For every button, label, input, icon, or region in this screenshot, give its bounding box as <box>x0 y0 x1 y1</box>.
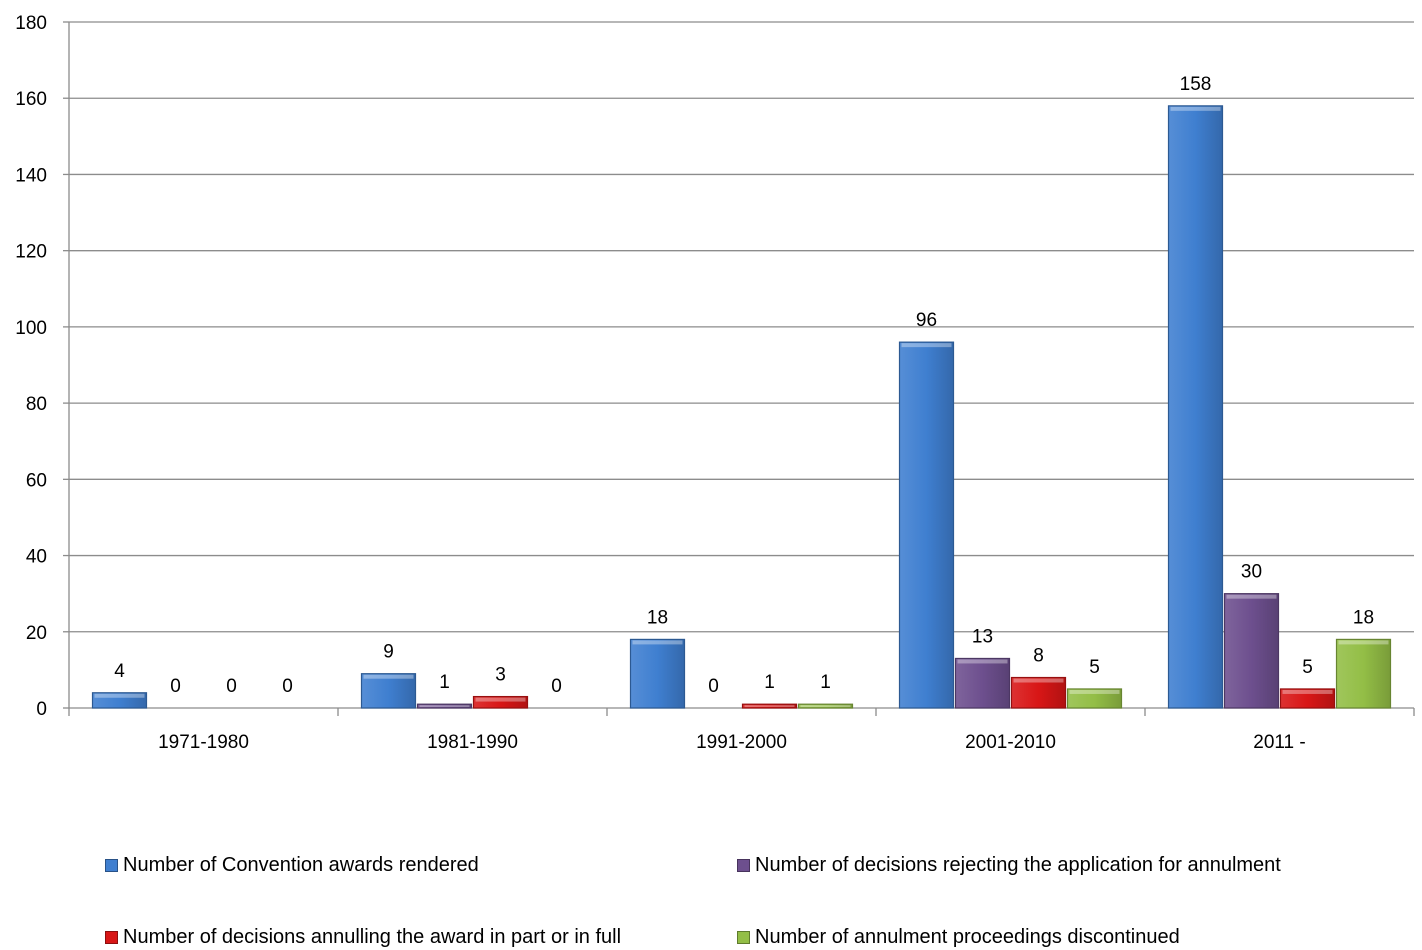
data-label: 18 <box>1353 607 1374 628</box>
bar-bevel <box>1282 689 1333 694</box>
bar-series2-cat2 <box>741 703 798 709</box>
data-label: 1 <box>764 672 775 693</box>
bar-bevel <box>901 343 952 348</box>
data-label: 1 <box>820 672 831 693</box>
data-label: 4 <box>114 661 125 682</box>
data-label: 0 <box>226 676 237 697</box>
bar-series2-cat3 <box>1010 676 1067 709</box>
data-label: 13 <box>972 626 993 647</box>
data-label: 1 <box>439 672 450 693</box>
bar-bevel <box>94 693 145 698</box>
data-label: 30 <box>1241 562 1262 583</box>
bar-series0-cat0 <box>91 692 148 709</box>
data-label: 3 <box>495 665 506 686</box>
data-label: 0 <box>551 676 562 697</box>
y-tick-label: 100 <box>15 318 47 339</box>
data-label: 5 <box>1089 657 1100 678</box>
bar-series2-cat4 <box>1279 688 1336 709</box>
bar-series3-cat2 <box>797 703 854 709</box>
bar-bevel <box>363 674 414 679</box>
bar-series1-cat1 <box>416 703 473 709</box>
bar-series0-cat1 <box>360 673 417 709</box>
bar-bevel <box>1013 678 1064 683</box>
data-label: 0 <box>170 676 181 697</box>
y-tick-label: 60 <box>26 470 47 491</box>
y-tick-label: 80 <box>26 394 47 415</box>
bars <box>91 105 1392 709</box>
data-label: 18 <box>647 607 668 628</box>
bar-bevel <box>475 697 526 702</box>
x-tick-label: 1981-1990 <box>427 732 518 753</box>
bar-series0-cat3 <box>898 341 955 709</box>
data-label: 158 <box>1180 74 1212 95</box>
data-label: 0 <box>282 676 293 697</box>
data-label: 5 <box>1302 657 1313 678</box>
y-tick-label: 0 <box>36 699 47 720</box>
bar-bevel <box>744 705 795 707</box>
bar-series1-cat4 <box>1223 593 1280 709</box>
y-tick-label: 160 <box>15 89 47 110</box>
bar-bevel <box>957 659 1008 664</box>
x-tick-label: 2011 - <box>1253 732 1305 753</box>
y-tick-label: 20 <box>26 623 47 644</box>
bar-bevel <box>1170 106 1221 111</box>
bar-series0-cat2 <box>629 638 686 709</box>
bar-series1-cat3 <box>954 657 1011 709</box>
y-tick-label: 120 <box>15 242 47 263</box>
y-tick-label: 140 <box>15 165 47 186</box>
bar-series0-cat4 <box>1167 105 1224 709</box>
bar-bevel <box>800 705 851 707</box>
data-label: 9 <box>383 642 394 663</box>
bar-bevel <box>419 705 470 707</box>
bar-bevel <box>1226 594 1277 599</box>
data-label: 0 <box>708 676 719 697</box>
gridlines <box>69 21 1414 633</box>
bar-series3-cat4 <box>1335 638 1392 709</box>
x-tick-label: 1971-1980 <box>158 732 249 753</box>
x-tick-label: 1991-2000 <box>696 732 787 753</box>
x-tick-label: 2001-2010 <box>965 732 1056 753</box>
data-label: 96 <box>916 310 937 331</box>
data-label: 8 <box>1033 646 1044 667</box>
bar-bevel <box>1069 689 1120 694</box>
y-tick-label: 40 <box>26 547 47 568</box>
y-tick-label: 180 <box>15 13 47 34</box>
bar-bevel <box>1338 640 1389 645</box>
bar-series2-cat1 <box>472 695 529 709</box>
bar-bevel <box>632 640 683 645</box>
bar-series3-cat3 <box>1066 688 1123 709</box>
